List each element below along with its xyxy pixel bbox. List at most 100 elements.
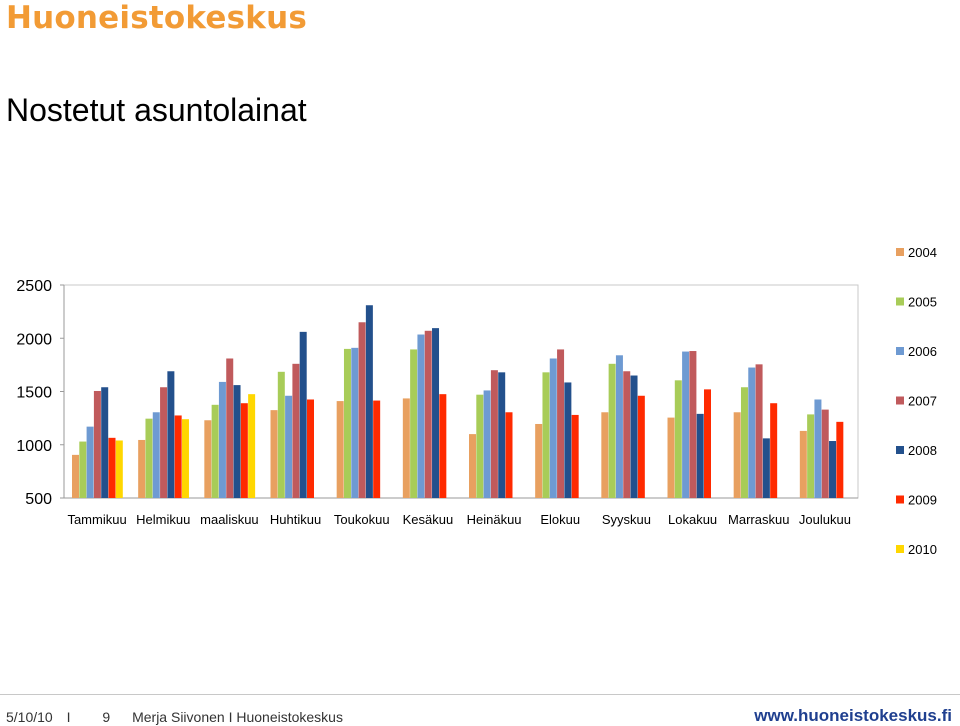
bar-2009-7 bbox=[571, 414, 579, 498]
bar-2005-1 bbox=[145, 418, 153, 498]
bar-2008-8 bbox=[630, 375, 638, 498]
bar-2006-2 bbox=[218, 381, 226, 498]
bar-2005-8 bbox=[608, 363, 616, 498]
bar-2008-6 bbox=[498, 372, 506, 498]
bar-2009-9 bbox=[704, 389, 711, 498]
bar-2008-0 bbox=[101, 387, 109, 498]
bar-2005-10 bbox=[740, 387, 748, 498]
bar-2008-2 bbox=[233, 385, 241, 498]
legend-swatch-2006 bbox=[896, 347, 904, 355]
bar-2005-11 bbox=[807, 414, 815, 498]
bar-2006-9 bbox=[682, 351, 690, 498]
footer-info: 5/10/10 I 9 Merja Siivonen I Huoneistoke… bbox=[6, 709, 343, 725]
bar-2009-8 bbox=[637, 395, 645, 498]
bar-2010-1 bbox=[181, 419, 189, 498]
bar-2007-6 bbox=[490, 370, 498, 498]
bar-2004-8 bbox=[601, 412, 609, 498]
bar-2007-11 bbox=[821, 409, 829, 498]
bar-2006-8 bbox=[615, 355, 623, 498]
legend-label-2008: 2008 bbox=[908, 443, 937, 458]
x-category-label: Tammikuu bbox=[67, 512, 126, 527]
bar-2005-0 bbox=[79, 441, 87, 498]
legend-swatch-2008 bbox=[896, 446, 904, 454]
bar-2007-8 bbox=[623, 371, 631, 498]
bar-2009-5 bbox=[439, 394, 447, 498]
x-category-label: Huhtikuu bbox=[270, 512, 321, 527]
legend-label-2005: 2005 bbox=[908, 295, 937, 310]
bar-2006-5 bbox=[417, 334, 425, 498]
bar-2007-0 bbox=[93, 390, 101, 498]
bar-2005-6 bbox=[476, 394, 484, 498]
bar-2009-4 bbox=[373, 400, 381, 498]
legend-swatch-2004 bbox=[896, 248, 904, 256]
bar-2009-2 bbox=[240, 403, 248, 498]
legend-swatch-2009 bbox=[896, 495, 904, 504]
x-category-label: Elokuu bbox=[540, 512, 580, 527]
bar-2008-1 bbox=[167, 371, 175, 498]
legend-label-2010: 2010 bbox=[908, 542, 937, 557]
bar-2004-6 bbox=[469, 434, 476, 498]
bar-2004-1 bbox=[138, 439, 146, 498]
bar-2009-0 bbox=[108, 437, 116, 498]
x-category-label: Lokakuu bbox=[668, 512, 717, 527]
bar-2007-5 bbox=[424, 330, 432, 498]
footer-page-number: 9 bbox=[102, 709, 111, 725]
y-tick-label: 1000 bbox=[16, 438, 52, 455]
legend-label-2007: 2007 bbox=[908, 394, 937, 409]
footer-date: 5/10/10 bbox=[6, 709, 53, 725]
x-category-label: Marraskuu bbox=[728, 512, 789, 527]
legend-label-2004: 2004 bbox=[908, 245, 937, 260]
x-category-label: Joulukuu bbox=[799, 512, 851, 527]
bar-2009-3 bbox=[307, 399, 314, 498]
footer-website-link[interactable]: www.huoneistokeskus.fi bbox=[754, 706, 952, 725]
bar-2004-0 bbox=[72, 454, 79, 498]
footer-divider bbox=[0, 694, 960, 695]
slide-title: Nostetut asuntolainat bbox=[6, 92, 307, 128]
bar-2005-5 bbox=[410, 349, 418, 498]
bar-2008-10 bbox=[762, 438, 770, 498]
bar-2007-4 bbox=[358, 322, 366, 498]
y-tick-label: 2500 bbox=[16, 278, 52, 295]
bar-2007-1 bbox=[160, 387, 168, 498]
bar-2004-7 bbox=[535, 423, 543, 498]
bar-2010-2 bbox=[248, 394, 256, 498]
bar-2007-9 bbox=[689, 351, 697, 498]
bar-2007-2 bbox=[226, 358, 234, 498]
bar-2004-5 bbox=[402, 398, 410, 498]
bar-2006-4 bbox=[351, 347, 359, 498]
bar-2007-10 bbox=[755, 364, 763, 498]
footer-author: Merja Siivonen I Huoneistokeskus bbox=[132, 709, 343, 725]
legend-label-2006: 2006 bbox=[908, 344, 937, 359]
x-category-label: Toukokuu bbox=[334, 512, 390, 527]
legend-label-2009: 2009 bbox=[908, 493, 937, 508]
x-category-label: Helmikuu bbox=[136, 512, 190, 527]
legend-swatch-2010 bbox=[896, 545, 904, 553]
bar-2009-6 bbox=[505, 412, 513, 498]
bar-2004-11 bbox=[799, 430, 807, 498]
footer-separator: I bbox=[66, 709, 71, 725]
bar-2006-11 bbox=[814, 399, 822, 498]
bar-2006-6 bbox=[483, 390, 491, 498]
brand-logo-text: Huoneistokeskus bbox=[6, 0, 307, 36]
x-category-label: Syyskuu bbox=[602, 512, 651, 527]
bar-2008-5 bbox=[432, 328, 440, 498]
x-category-label: maaliskuu bbox=[200, 512, 259, 527]
bar-2006-3 bbox=[285, 395, 293, 498]
bar-2007-7 bbox=[557, 349, 565, 498]
bar-2009-1 bbox=[174, 415, 182, 498]
bar-2006-10 bbox=[748, 367, 756, 498]
bar-2008-4 bbox=[365, 305, 373, 498]
bar-2005-2 bbox=[211, 404, 219, 498]
x-category-label: Kesäkuu bbox=[403, 512, 454, 527]
legend-swatch-2007 bbox=[896, 396, 904, 405]
bar-2005-3 bbox=[277, 371, 285, 498]
bar-2008-9 bbox=[696, 413, 704, 498]
bar-2006-1 bbox=[152, 412, 160, 498]
y-tick-label: 1500 bbox=[16, 385, 52, 402]
bar-2008-3 bbox=[299, 331, 307, 498]
x-category-label: Heinäkuu bbox=[467, 512, 522, 527]
bar-2004-10 bbox=[733, 412, 741, 498]
bar-2006-0 bbox=[86, 426, 94, 498]
bar-2004-2 bbox=[204, 420, 212, 498]
